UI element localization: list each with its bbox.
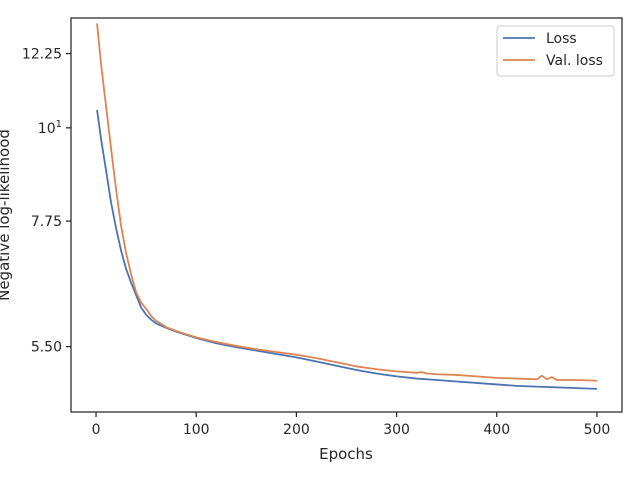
series-line-1 [96, 23, 597, 382]
y-axis: 12.25 101 7.75 5.50 [22, 47, 71, 356]
x-tick-label: 0 [92, 422, 101, 438]
x-axis-label: Epochs [319, 445, 373, 463]
y-axis-label: Negative log-likelihood [0, 129, 13, 301]
x-tick-label: 400 [483, 422, 510, 438]
legend-label-loss: Loss [546, 31, 577, 47]
legend-label-val-loss: Val. loss [546, 53, 603, 69]
y-tick-label: 101 [38, 119, 62, 137]
legend: Loss Val. loss [496, 25, 615, 77]
x-tick-label: 200 [283, 422, 310, 438]
y-tick-label: 7.75 [31, 214, 62, 230]
x-tick-label: 100 [183, 422, 210, 438]
y-tick-label: 12.25 [22, 47, 62, 63]
series-line-0 [96, 109, 597, 390]
series-layer [96, 23, 597, 390]
x-axis: 0 100 200 300 400 500 [92, 412, 611, 438]
plot-frame [70, 17, 623, 413]
x-tick-label: 300 [383, 422, 410, 438]
x-tick-label: 500 [584, 422, 611, 438]
y-tick-label: 5.50 [31, 340, 62, 356]
